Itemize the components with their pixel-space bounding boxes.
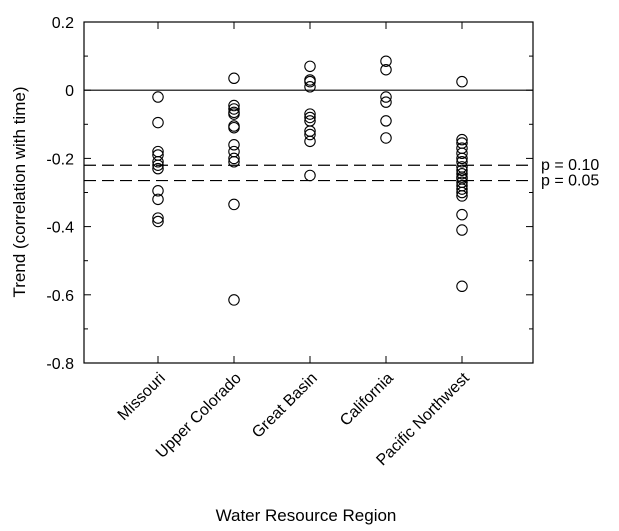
- x-category-label: Great Basin: [249, 370, 321, 442]
- data-point: [228, 198, 240, 211]
- data-point: [228, 294, 240, 306]
- significance-label: p = 0.10: [541, 157, 599, 174]
- data-point: [456, 186, 468, 199]
- data-point: [152, 156, 164, 168]
- data-point: [456, 224, 468, 236]
- data-point: [152, 212, 164, 224]
- data-point: [380, 91, 392, 103]
- data-point: [228, 72, 240, 85]
- data-point: [380, 132, 392, 144]
- data-point: [380, 96, 392, 108]
- data-point: [152, 193, 164, 206]
- x-category-label: Missouri: [115, 370, 169, 424]
- data-point: [304, 111, 316, 124]
- y-tick-label: -0.8: [46, 356, 74, 373]
- data-point: [456, 280, 468, 293]
- data-point: [152, 185, 164, 197]
- data-point: [456, 75, 468, 88]
- data-point: [152, 215, 164, 228]
- data-point: [304, 60, 316, 73]
- x-category-label: California: [337, 370, 397, 430]
- data-point: [456, 147, 468, 160]
- data-point: [152, 91, 164, 103]
- y-axis-title: Trend (correlation with time): [10, 87, 29, 298]
- data-point: [304, 169, 316, 182]
- data-point: [456, 152, 468, 165]
- data-point: [304, 75, 316, 88]
- data-point: [228, 121, 240, 134]
- data-point: [228, 152, 240, 165]
- data-point: [228, 156, 240, 168]
- data-point: [380, 63, 392, 76]
- y-tick-label: 0: [65, 83, 74, 100]
- y-tick-label: 0.2: [52, 15, 74, 32]
- data-point: [304, 135, 316, 148]
- data-point: [304, 128, 316, 141]
- data-point: [456, 167, 468, 180]
- data-point: [228, 99, 240, 112]
- significance-label: p = 0.05: [541, 173, 599, 190]
- data-point: [228, 108, 240, 120]
- data-point: [456, 190, 468, 202]
- data-point: [152, 116, 164, 129]
- data-point: [456, 133, 468, 146]
- data-point: [228, 103, 240, 115]
- data-point: [304, 108, 316, 120]
- data-point: [152, 159, 164, 171]
- data-point: [380, 55, 392, 67]
- data-point: [380, 115, 392, 127]
- data-point: [456, 164, 468, 177]
- data-point: [456, 208, 468, 221]
- data-point: [152, 162, 164, 175]
- data-point: [228, 139, 240, 151]
- data-point: [456, 183, 468, 195]
- data-point: [456, 156, 468, 168]
- data-point: [304, 81, 316, 93]
- x-axis-title: Water Resource Region: [216, 506, 397, 525]
- y-tick-label: -0.6: [46, 288, 74, 305]
- y-tick-label: -0.4: [46, 220, 74, 237]
- y-tick-label: -0.2: [46, 151, 74, 168]
